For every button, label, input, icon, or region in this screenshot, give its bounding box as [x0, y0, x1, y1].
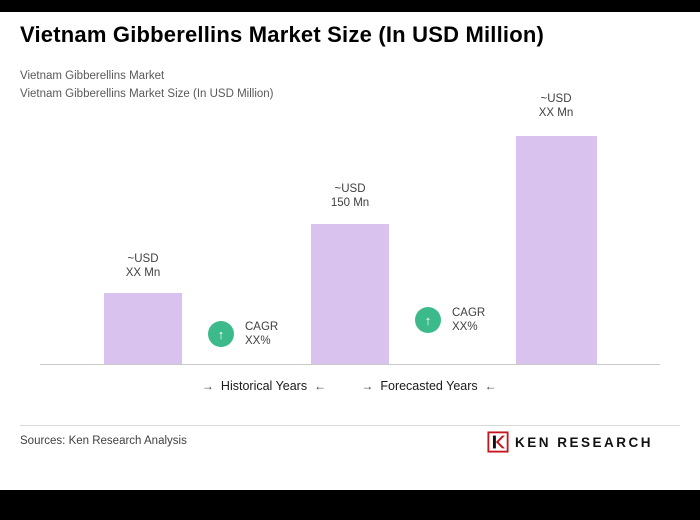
cagr-annotation: CAGR XX% [245, 320, 278, 348]
arrow-right-icon: → [201, 379, 214, 393]
page-title: Vietnam Gibberellins Market Size (In USD… [20, 22, 545, 47]
sources-text: Sources: Ken Research Analysis [20, 435, 187, 447]
up-arrow-icon: ↑ [217, 326, 225, 342]
arrow-left-icon: ← [314, 379, 327, 393]
x-axis-line [40, 364, 660, 365]
arrow-right-icon: → [361, 379, 374, 393]
growth-arrow-icon: ↑ [415, 307, 441, 333]
bar-value-line2: 150 Mn [330, 197, 370, 209]
subtitle-line-1: Vietnam Gibberellins Market [20, 70, 165, 82]
cagr-value: XX% [452, 321, 478, 333]
bar-value-line1: ~USD [127, 253, 159, 265]
bar-value-label: ~USD XX Mn [83, 252, 203, 280]
cagr-value: XX% [245, 335, 271, 347]
ken-research-logo-icon [487, 431, 509, 453]
logo-text: Ken Research [515, 434, 654, 450]
x-group-forecasted: → Forecasted Years ← [361, 379, 496, 393]
bar-value-label: ~USD XX Mn [496, 92, 616, 120]
bottom-black-bar [0, 490, 700, 520]
bar-historical-start [104, 293, 182, 365]
cagr-label: CAGR [245, 321, 279, 333]
cagr-label: CAGR [452, 307, 486, 319]
bar-forecast-end [516, 136, 597, 365]
bar-value-line2: XX Mn [538, 107, 574, 119]
up-arrow-icon: ↑ [424, 312, 432, 328]
top-black-bar [0, 0, 700, 12]
growth-arrow-icon: ↑ [208, 321, 234, 347]
bar-value-line1: ~USD [540, 93, 572, 105]
ken-research-logo: Ken Research [487, 431, 653, 453]
cagr-annotation: CAGR XX% [452, 306, 485, 334]
x-group-historical: → Historical Years ← [202, 379, 326, 393]
subtitle-line-2: Vietnam Gibberellins Market Size (In USD… [20, 88, 274, 100]
subtitle-block: Vietnam Gibberellins Market Vietnam Gibb… [20, 67, 274, 103]
arrow-left-icon: ← [484, 379, 497, 393]
x-group-label: Forecasted Years [380, 379, 478, 393]
bar-value-label: ~USD 150 Mn [290, 182, 410, 210]
bar-value-line1: ~USD [334, 183, 366, 195]
x-group-label: Historical Years [220, 379, 308, 393]
footer-divider [20, 425, 680, 426]
bar-value-line2: XX Mn [125, 267, 161, 279]
bar-historical-end [311, 224, 389, 365]
